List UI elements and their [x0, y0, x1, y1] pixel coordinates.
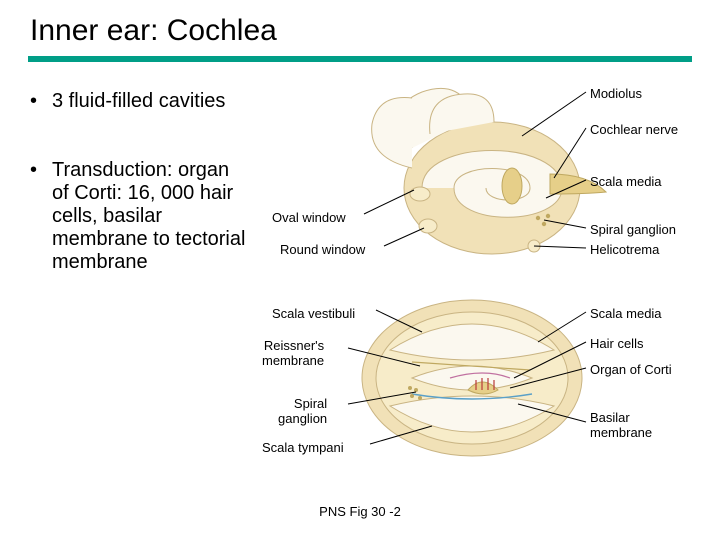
figure-label: Basilar membrane: [590, 410, 652, 440]
figure-label: Scala tympani: [262, 440, 344, 455]
title-underline: [28, 56, 692, 62]
page-title: Inner ear: Cochlea: [30, 14, 277, 48]
figure-label: Scala vestibuli: [272, 306, 355, 321]
figure-label: Spiral ganglion: [278, 396, 327, 426]
cochlea-figure: Oval window Round window Scala vestibuli Re…: [262, 78, 702, 478]
title-underline-rect: [28, 56, 692, 62]
figure-label: Reissner's membrane: [262, 338, 324, 368]
bullet-list: 3 fluid-filled cavities Transduction: or…: [30, 90, 250, 320]
figure-label: Oval window: [272, 210, 346, 225]
figure-label: Organ of Corti: [590, 362, 672, 377]
figure-label: Scala media: [590, 174, 662, 189]
upper-cochlea: [372, 88, 606, 254]
figure-label: Round window: [280, 242, 365, 257]
figure-label: Helicotrema: [590, 242, 659, 257]
figure-label: Hair cells: [590, 336, 643, 351]
bullet-item: 3 fluid-filled cavities: [30, 90, 250, 113]
figure-label: Scala media: [590, 306, 662, 321]
bullet-item: Transduction: organ of Corti: 16, 000 ha…: [30, 159, 250, 274]
figure-label: Spiral ganglion: [590, 222, 676, 237]
figure-label: Modiolus: [590, 86, 642, 101]
figure-label: Cochlear nerve: [590, 122, 678, 137]
figure-caption: PNS Fig 30 -2: [0, 504, 720, 519]
